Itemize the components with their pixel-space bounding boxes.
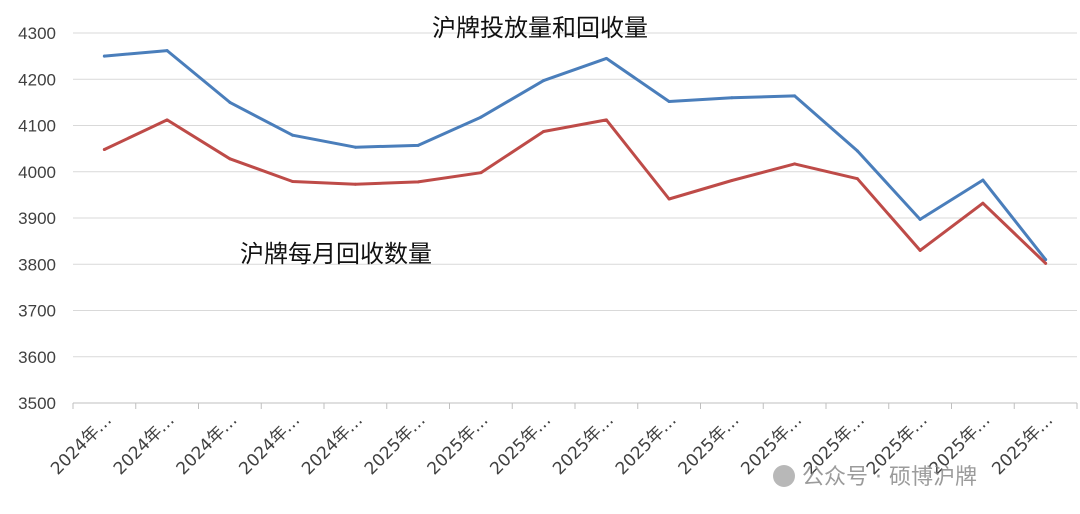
series-2-point <box>165 118 169 122</box>
series-2-point <box>102 148 106 152</box>
series-2-point <box>730 179 734 183</box>
series-1-point <box>228 100 232 104</box>
y-tick-label: 3600 <box>18 348 56 367</box>
series-1-point <box>604 56 608 60</box>
series-2-point <box>918 248 922 252</box>
y-tick-label: 3500 <box>18 394 56 413</box>
x-tick-label: 2024年… <box>235 410 304 479</box>
series-1-point <box>102 54 106 58</box>
y-axis-tick-labels: 3500 3600 3700 3800 3900 4000 4100 4200 4300 <box>18 24 56 413</box>
watermark-text: 公众号 · 硕博沪牌 <box>802 465 977 490</box>
x-tick-label: 2024年… <box>110 410 179 479</box>
series-1-point <box>165 49 169 53</box>
series-1-point <box>291 133 295 137</box>
series-2-point <box>604 118 608 122</box>
series-1-point <box>1044 258 1048 262</box>
x-tick-label: 2024年… <box>47 410 116 479</box>
series-2-point <box>353 182 357 186</box>
y-tick-label: 4200 <box>18 70 56 89</box>
series-2-point <box>1044 261 1048 265</box>
x-tick-label: 2025年… <box>612 410 681 479</box>
y-tick-label: 3700 <box>18 302 56 321</box>
series-2-point <box>542 130 546 134</box>
series-1-point <box>855 149 859 153</box>
grid-lines <box>73 32 1077 404</box>
wechat-icon <box>773 465 795 487</box>
x-tick-label: 2024年… <box>298 410 367 479</box>
series-2-point <box>479 171 483 175</box>
series-lines <box>102 49 1048 265</box>
x-tick-label: 2025年… <box>737 410 806 479</box>
series-line-2 <box>102 118 1048 265</box>
series-1-point <box>918 217 922 221</box>
series-1-point <box>793 94 797 98</box>
x-tick-label: 2025年… <box>486 410 555 479</box>
series-1-point <box>981 178 985 182</box>
series-2-point <box>793 162 797 166</box>
watermark: 公众号 · 硕博沪牌 <box>773 465 977 490</box>
x-tick-label: 2025年… <box>549 410 618 479</box>
series-annotation: 沪牌每月回收数量 <box>240 240 432 268</box>
series-2-point <box>855 177 859 181</box>
series-1-point <box>667 99 671 103</box>
y-tick-label: 4000 <box>18 163 56 182</box>
y-tick-label: 4100 <box>18 117 56 136</box>
series-2-point <box>416 180 420 184</box>
series-2-point <box>667 197 671 201</box>
x-tick-label: 2025年… <box>988 410 1057 479</box>
series-2-point <box>981 201 985 205</box>
x-tick-label: 2025年… <box>424 410 493 479</box>
chart-title: 沪牌投放量和回收量 <box>432 14 648 42</box>
series-1-point <box>416 143 420 147</box>
series-1-point <box>730 96 734 100</box>
x-tick-label: 2025年… <box>675 410 744 479</box>
series-2-point <box>228 157 232 161</box>
y-tick-label: 4300 <box>18 24 56 43</box>
series-1-point <box>353 145 357 149</box>
y-tick-label: 3900 <box>18 209 56 228</box>
x-tick-label: 2024年… <box>173 410 242 479</box>
series-1-point <box>479 115 483 119</box>
y-tick-label: 3800 <box>18 255 56 274</box>
series-2-point <box>291 179 295 183</box>
x-tick-label: 2025年… <box>361 410 430 479</box>
series-line-1 <box>102 49 1048 262</box>
series-1-point <box>542 79 546 83</box>
